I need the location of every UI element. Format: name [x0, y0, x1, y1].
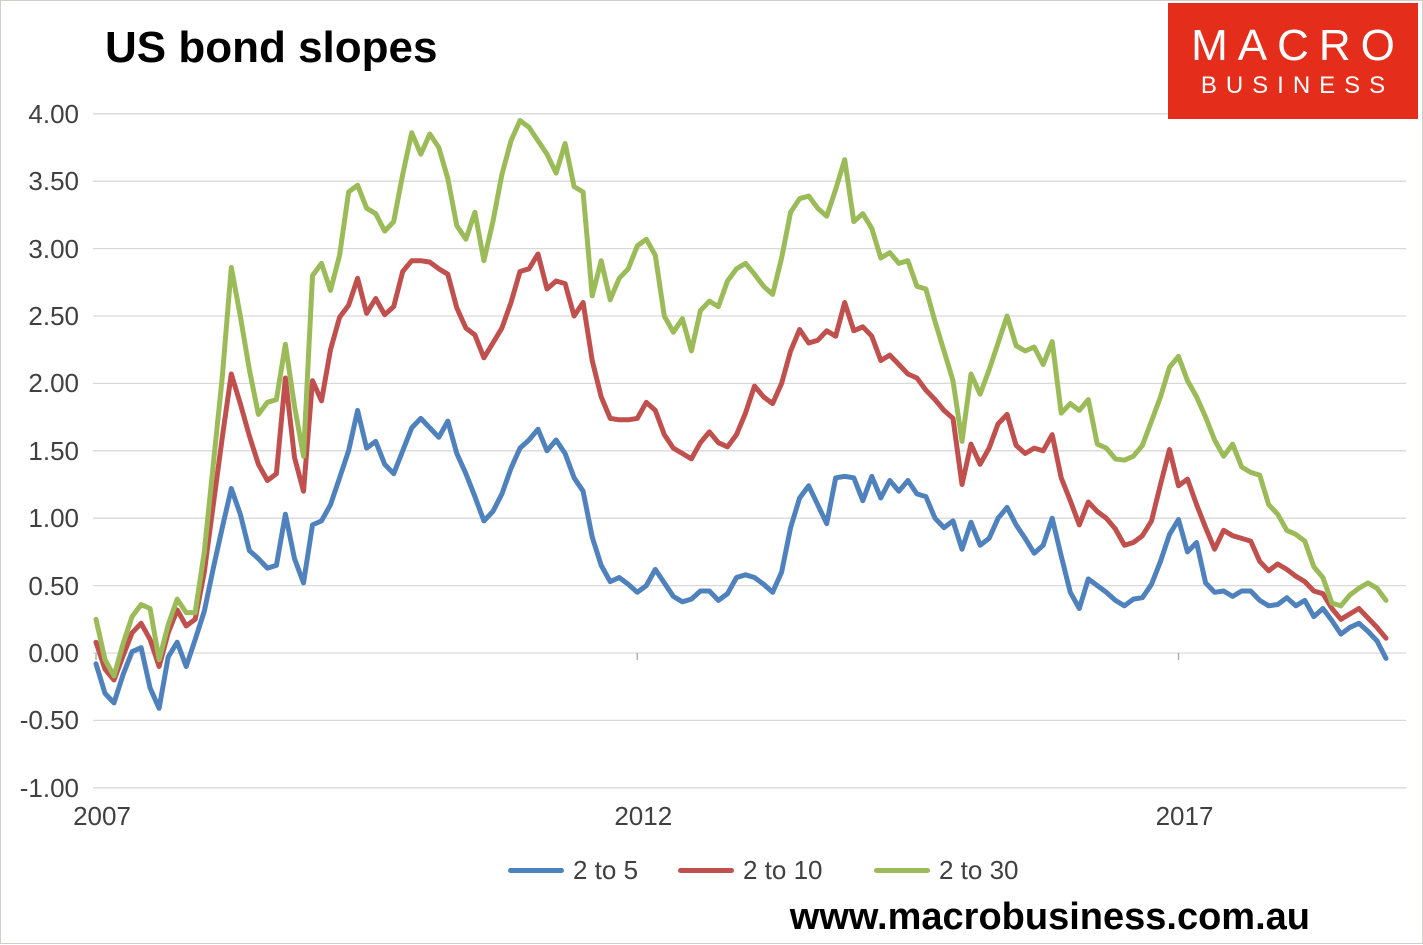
y-axis-label: 0.00: [28, 638, 79, 668]
y-axis-label: 3.00: [28, 233, 79, 264]
x-axis-label: 2017: [1155, 801, 1214, 831]
y-axis-label: 4.00: [28, 98, 79, 129]
legend-item-2to10: 2 to 10: [678, 853, 823, 887]
legend-label-2to30: 2 to 30: [939, 854, 1019, 885]
line-series-2to10: [93, 251, 1389, 683]
logo-text-business: BUSINESS: [1200, 72, 1395, 99]
legend-swatch-2to5: [508, 867, 564, 873]
macrobusiness-logo: MACRO BUSINESS: [1168, 3, 1418, 119]
line-series-2to5: [93, 407, 1389, 711]
x-axis-label: 2007: [73, 801, 131, 831]
y-axis-label: -1.00: [19, 772, 79, 803]
y-axis-label: 1.00: [28, 503, 79, 534]
y-axis-label: 0.50: [28, 570, 79, 601]
x-axis-label: 2012: [614, 801, 673, 831]
gridlines: [93, 113, 1406, 789]
legend: 2 to 5 2 to 10 2 to 30: [1, 853, 1423, 887]
y-axis-label: 2.00: [28, 368, 79, 399]
legend-swatch-2to10: [678, 867, 734, 873]
y-axis-label: 2.50: [28, 301, 79, 331]
legend-swatch-2to30: [874, 867, 930, 873]
x-axis-ticks: [95, 653, 1180, 660]
logo-text-macro: MACRO: [1191, 21, 1405, 70]
line-series-2to30: [93, 118, 1389, 679]
y-axis-label: -0.50: [19, 705, 79, 736]
chart-title: US bond slopes: [105, 23, 438, 72]
y-axis-label: 3.50: [28, 166, 79, 197]
series-lines: [93, 118, 1389, 711]
legend-item-2to30: 2 to 30: [874, 853, 1019, 887]
legend-item-2to5: 2 to 5: [508, 853, 638, 887]
y-axis-label: 1.50: [28, 435, 79, 466]
legend-label-2to5: 2 to 5: [573, 854, 639, 885]
watermark-url: www.macrobusiness.com.au: [789, 896, 1310, 938]
legend-label-2to10: 2 to 10: [743, 854, 823, 885]
